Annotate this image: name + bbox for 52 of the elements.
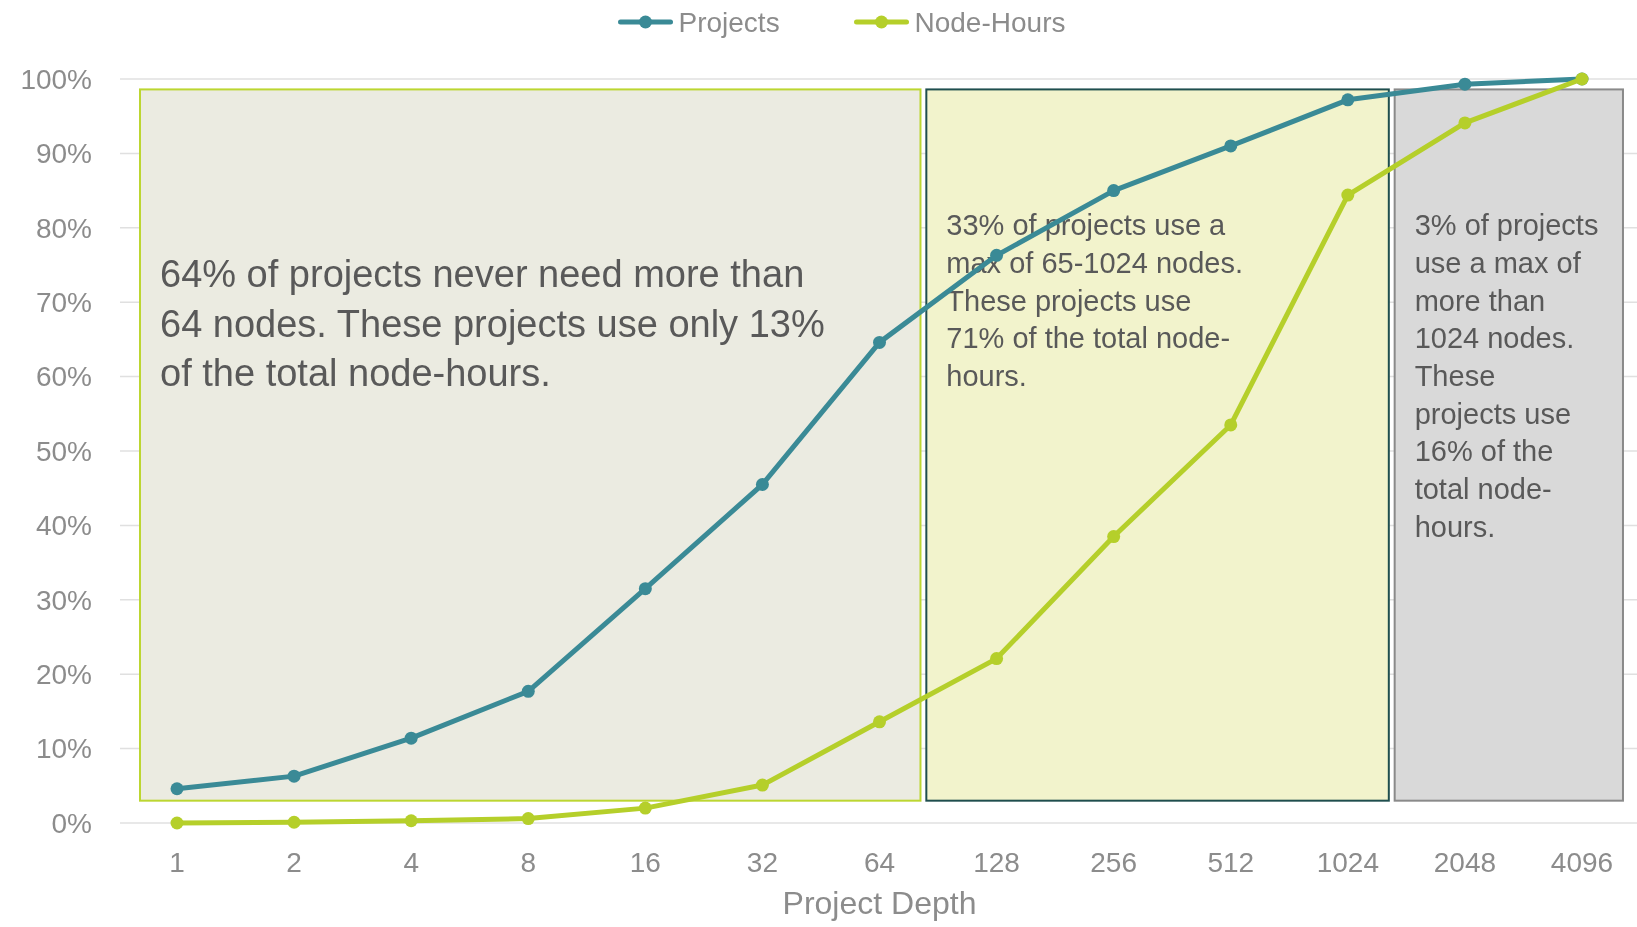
point xyxy=(1341,188,1355,202)
y-tick-label: 60% xyxy=(35,361,92,393)
y-tick-label: 50% xyxy=(35,435,92,467)
y-tick-label: 0% xyxy=(51,807,92,839)
y-tick-label: 70% xyxy=(35,287,92,318)
x-tick-label: 128 xyxy=(973,846,1020,878)
point xyxy=(521,684,535,698)
point xyxy=(873,715,886,729)
point xyxy=(1224,139,1238,153)
y-tick-label: 90% xyxy=(35,138,92,170)
point xyxy=(170,816,184,830)
x-tick-label: 4 xyxy=(403,846,419,878)
point xyxy=(990,652,1004,666)
x-tick-label: 4096 xyxy=(1550,846,1614,878)
x-tick-label: 1 xyxy=(169,846,185,878)
point xyxy=(287,815,301,829)
x-tick-label: 64 xyxy=(863,846,896,878)
band-label: 64% of projects never need more than 64 nodes. These projects use only 13% of the total node-hours. xyxy=(160,253,825,395)
point xyxy=(638,582,652,596)
point xyxy=(1107,530,1121,544)
legend-label: Node-Hours xyxy=(914,6,1066,38)
x-tick-label: 8 xyxy=(520,846,537,878)
x-tick-label: 2048 xyxy=(1433,846,1497,878)
x-tick-label: 1024 xyxy=(1316,846,1379,878)
legend-label: Projects xyxy=(678,6,780,38)
point xyxy=(287,769,301,783)
y-tick-label: 100% xyxy=(20,63,92,95)
y-tick-label: 40% xyxy=(35,510,92,542)
text: 3% of projects use a max of more than 1024 nodes. These projects use 16% of the total node-hours. xyxy=(1414,209,1599,543)
y-tick-label: 30% xyxy=(35,584,92,616)
point xyxy=(404,814,418,828)
x-tick-label: 32 xyxy=(746,846,778,878)
x-tick-label: 256 xyxy=(1090,846,1138,878)
point xyxy=(521,812,535,826)
y-tick-label: 20% xyxy=(35,659,92,690)
point xyxy=(170,782,184,796)
y-tick-label: 80% xyxy=(35,212,92,244)
point xyxy=(1458,77,1472,91)
point xyxy=(755,778,769,792)
point xyxy=(1107,184,1121,198)
point xyxy=(1224,418,1238,432)
point xyxy=(1458,116,1472,130)
point xyxy=(1341,93,1355,107)
point xyxy=(638,801,652,815)
point xyxy=(404,731,418,745)
x-axis-title: Project Depth xyxy=(782,885,977,922)
x-tick-label: 512 xyxy=(1207,846,1255,878)
point xyxy=(755,477,769,491)
x-tick-label: 2 xyxy=(286,846,302,878)
x-tick-label: 16 xyxy=(629,846,661,878)
point xyxy=(873,335,886,349)
y-tick-label: 10% xyxy=(35,733,92,765)
